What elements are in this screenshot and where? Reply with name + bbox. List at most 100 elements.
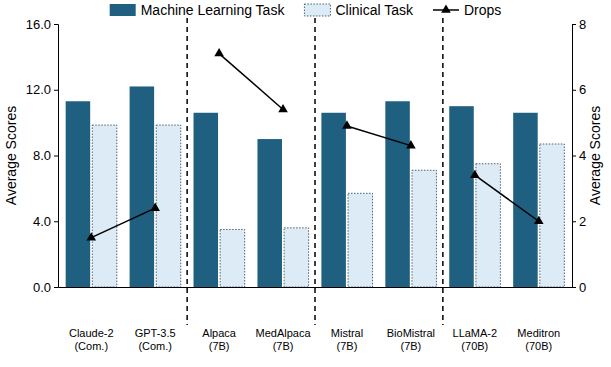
tick-mark (54, 90, 58, 91)
tick: MedAlpaca(7B) (256, 287, 312, 352)
tick-label: Mistral(7B) (331, 327, 363, 352)
bar (449, 106, 474, 287)
tick-label: 8.0 (33, 148, 51, 163)
marker (534, 216, 544, 224)
legend-item: Clinical Task (304, 2, 414, 18)
bar (513, 113, 538, 287)
marker (470, 170, 480, 178)
tick-label: LLaMA-2(70B) (453, 327, 498, 352)
marker (214, 48, 224, 56)
tick: Claude-2(Com.) (69, 287, 114, 352)
line (347, 126, 411, 146)
tick-label: MedAlpaca(7B) (256, 327, 312, 352)
tick: 12.0 (26, 82, 58, 97)
bar (257, 139, 282, 287)
bar-series (92, 125, 564, 287)
legend-marker (441, 4, 451, 12)
legend-swatch (304, 4, 330, 16)
tick-label: 8 (579, 17, 586, 32)
tick: 6 (572, 82, 586, 97)
tick-mark (54, 221, 58, 222)
tick: 4.0 (33, 214, 58, 229)
tick-mark (572, 156, 576, 157)
bar (321, 113, 346, 287)
legend: Machine Learning Task Clinical Task Drops (110, 2, 502, 18)
tick-mark (572, 221, 576, 222)
tick: 0 (572, 280, 586, 295)
tick-label: BioMistral(7B) (387, 327, 435, 352)
tick: 8 (572, 17, 586, 32)
tick-label: 16.0 (26, 17, 51, 32)
bar (92, 125, 117, 287)
tick: GPT-3.5(Com.) (135, 287, 176, 352)
bar (66, 101, 91, 287)
tick-label: 4 (579, 148, 586, 163)
tick: 4 (572, 148, 586, 163)
bar (348, 193, 373, 287)
legend-label: Machine Learning Task (141, 2, 286, 18)
dividers (187, 18, 443, 325)
chart: 0.0 4.0 8.0 12.0 16.0 0 2 4 6 8 Claude-2(Com.) GPT-… (0, 0, 611, 367)
tick: LLaMA-2(70B) (453, 287, 498, 352)
group-divider (186, 18, 188, 325)
tick-label: 0.0 (33, 280, 51, 295)
tick-label: Meditron(70B) (517, 327, 560, 352)
tick: 0.0 (33, 280, 58, 295)
bar (476, 164, 501, 287)
marker (342, 120, 352, 128)
tick: Meditron(70B) (517, 287, 560, 352)
axis-title: Average Scores (587, 106, 603, 205)
group-divider (314, 18, 316, 325)
tick-mark (54, 156, 58, 157)
axis-title: Average Scores (3, 106, 19, 205)
y-axis: 0.0 4.0 8.0 12.0 16.0 (26, 17, 59, 295)
tick-label: 2 (579, 214, 586, 229)
tick-mark (572, 90, 576, 91)
tick: BioMistral(7B) (387, 287, 435, 352)
tick: 2 (572, 214, 586, 229)
tick-mark (572, 287, 576, 288)
tick-label: Claude-2(Com.) (69, 327, 114, 352)
legend-swatch (110, 4, 136, 16)
bar (385, 101, 410, 287)
marker (86, 232, 96, 240)
axis-line (59, 287, 573, 288)
tick-label: 0 (579, 280, 586, 295)
tick-label: 12.0 (26, 82, 51, 97)
line (91, 208, 155, 238)
legend-label: Drops (464, 2, 501, 18)
bar (540, 144, 565, 287)
marker (150, 203, 160, 211)
group-divider (442, 18, 444, 325)
marker (278, 104, 288, 112)
axis-line (573, 25, 577, 288)
bar (412, 170, 437, 287)
bar-series (66, 86, 538, 287)
tick: 8.0 (33, 148, 58, 163)
bar (130, 86, 155, 287)
y2-axis: 0 2 4 6 8 (572, 17, 586, 295)
tick-label: GPT-3.5(Com.) (135, 327, 176, 352)
bar (220, 229, 245, 287)
axis-line (54, 25, 59, 288)
line (219, 54, 283, 110)
tick-label: Alpaca(7B) (202, 327, 237, 352)
bar (284, 228, 309, 287)
markers (86, 48, 543, 240)
tick: Mistral(7B) (331, 287, 363, 352)
x-axis: Claude-2(Com.) GPT-3.5(Com.) Alpaca(7B) Med… (59, 287, 573, 352)
plot-area (66, 54, 565, 287)
legend-label: Clinical Task (335, 2, 414, 18)
tick-mark (572, 24, 576, 25)
line (475, 175, 539, 221)
tick-mark (54, 24, 58, 25)
tick-mark (54, 287, 58, 288)
bar (194, 113, 219, 287)
tick: Alpaca(7B) (202, 287, 237, 352)
legend-item: Drops (433, 2, 501, 18)
tick-label: 6 (579, 82, 586, 97)
bar (156, 125, 181, 287)
tick-label: 4.0 (33, 214, 51, 229)
tick: 16.0 (26, 17, 58, 32)
line-series (91, 54, 539, 238)
